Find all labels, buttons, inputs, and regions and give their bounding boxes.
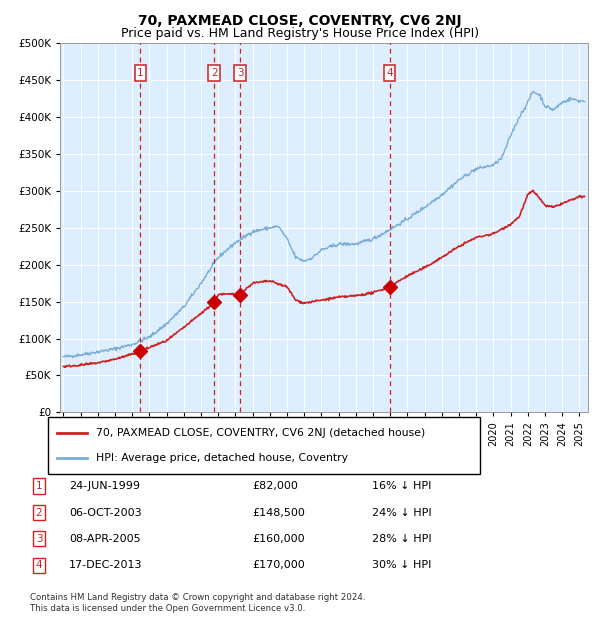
Text: 2: 2 <box>35 508 43 518</box>
Text: 30% ↓ HPI: 30% ↓ HPI <box>372 560 431 570</box>
Text: 08-APR-2005: 08-APR-2005 <box>69 534 140 544</box>
Text: £82,000: £82,000 <box>252 481 298 491</box>
Text: 4: 4 <box>35 560 43 570</box>
Text: HPI: Average price, detached house, Coventry: HPI: Average price, detached house, Cove… <box>95 453 347 463</box>
Text: £148,500: £148,500 <box>252 508 305 518</box>
Text: 70, PAXMEAD CLOSE, COVENTRY, CV6 2NJ (detached house): 70, PAXMEAD CLOSE, COVENTRY, CV6 2NJ (de… <box>95 428 425 438</box>
Text: £170,000: £170,000 <box>252 560 305 570</box>
Text: 24% ↓ HPI: 24% ↓ HPI <box>372 508 431 518</box>
Text: 16% ↓ HPI: 16% ↓ HPI <box>372 481 431 491</box>
Text: 3: 3 <box>237 68 244 78</box>
Text: Price paid vs. HM Land Registry's House Price Index (HPI): Price paid vs. HM Land Registry's House … <box>121 27 479 40</box>
Text: 1: 1 <box>137 68 144 78</box>
Text: 2: 2 <box>211 68 217 78</box>
Text: 24-JUN-1999: 24-JUN-1999 <box>69 481 140 491</box>
Text: 70, PAXMEAD CLOSE, COVENTRY, CV6 2NJ: 70, PAXMEAD CLOSE, COVENTRY, CV6 2NJ <box>138 14 462 28</box>
Text: £160,000: £160,000 <box>252 534 305 544</box>
Text: 3: 3 <box>35 534 43 544</box>
Text: 1: 1 <box>35 481 43 491</box>
Text: 28% ↓ HPI: 28% ↓ HPI <box>372 534 431 544</box>
Text: 4: 4 <box>386 68 393 78</box>
Text: 06-OCT-2003: 06-OCT-2003 <box>69 508 142 518</box>
Text: 17-DEC-2013: 17-DEC-2013 <box>69 560 143 570</box>
Text: Contains HM Land Registry data © Crown copyright and database right 2024.
This d: Contains HM Land Registry data © Crown c… <box>30 593 365 613</box>
FancyBboxPatch shape <box>48 417 480 474</box>
